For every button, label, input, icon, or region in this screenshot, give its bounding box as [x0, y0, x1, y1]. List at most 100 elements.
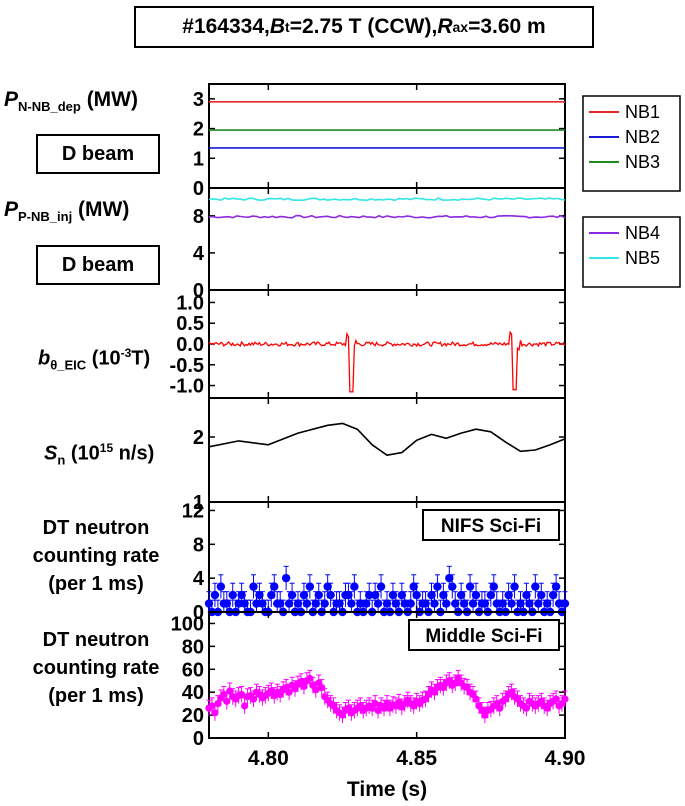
panel-frame-p_nnb [208, 83, 566, 189]
data-point [445, 573, 454, 583]
data-point [220, 690, 228, 699]
data-point [362, 599, 371, 608]
ytick-label-b_theta: 1.0 [176, 292, 204, 314]
data-point [311, 599, 320, 608]
data-point [551, 582, 561, 591]
series-line-NB5 [208, 197, 566, 202]
data-point [496, 704, 504, 712]
data-point [249, 582, 258, 591]
annotation-label-nifs: NIFS Sci-Fi [441, 516, 541, 537]
data-point [548, 590, 558, 600]
ytick-label-middle: 40 [182, 682, 204, 704]
ytick-label-b_theta: -1.0 [170, 376, 204, 398]
legend-label-NB2: NB2 [625, 127, 660, 147]
data-point [468, 599, 478, 608]
panel-middle [205, 611, 569, 739]
data-point [543, 599, 552, 608]
data-point [472, 695, 480, 703]
data-point [510, 582, 519, 591]
panel-b_theta [208, 289, 566, 399]
data-point [335, 599, 344, 608]
data-point [448, 582, 457, 591]
data-point [323, 582, 332, 591]
data-point [439, 590, 448, 600]
ytick-label-b_theta: 0.0 [176, 334, 204, 356]
xtick-label: 4.90 [545, 747, 586, 770]
data-point [314, 590, 323, 600]
data-point [320, 599, 329, 608]
data-point [267, 590, 276, 600]
ytick-label-p_nnb: 1 [193, 148, 204, 170]
data-point [258, 599, 267, 608]
data-point [456, 590, 466, 600]
ytick-label-middle: 20 [182, 705, 204, 727]
data-point [471, 590, 481, 600]
data-point [249, 695, 258, 703]
ytick-label-nifs: 0 [193, 602, 204, 624]
data-point [214, 700, 222, 708]
ytick-label-p_pnb: 4 [193, 243, 205, 265]
ytick-label-p_pnb: 8 [193, 206, 204, 228]
data-point [365, 590, 374, 600]
data-point [459, 599, 469, 608]
data-point [240, 599, 249, 608]
legend-label-NB4: NB4 [625, 223, 660, 243]
data-point [237, 590, 246, 600]
data-point [204, 599, 214, 608]
data-point [430, 599, 439, 608]
ylabel-dt-nifs: DT neutron counting rate (per 1 ms) [32, 517, 160, 595]
ytick-label-p_nnb: 2 [193, 119, 204, 141]
data-point [433, 582, 442, 591]
ytick-label-middle: 60 [182, 659, 204, 681]
data-point [412, 590, 421, 600]
data-point [537, 590, 546, 600]
xtick-label: 4.85 [396, 747, 437, 770]
ytick-label-sn: 2 [193, 427, 204, 449]
ylabel-b-theta: bθ_EIC (10-3T) [38, 346, 151, 373]
data-point [208, 702, 216, 710]
panel-p_nnb [208, 83, 566, 189]
beam-box-p-nnb: D beam [36, 134, 160, 174]
data-point [300, 682, 308, 691]
data-point [302, 599, 312, 608]
data-point [299, 590, 309, 600]
legend-label-NB1: NB1 [625, 102, 660, 122]
legend-label-NB3: NB3 [625, 152, 660, 172]
ytick-label-nifs: 8 [193, 534, 204, 556]
annotation-box-middle [408, 619, 560, 651]
data-point [344, 590, 353, 600]
data-point [531, 582, 540, 591]
data-point [373, 599, 383, 608]
data-point [504, 590, 513, 600]
data-point [376, 582, 386, 591]
data-point [281, 573, 291, 583]
beam-box-p-pnb: D beam [36, 245, 160, 285]
panel-p_pnb [208, 187, 566, 291]
data-point [507, 599, 516, 608]
data-point [522, 704, 531, 712]
data-point [554, 599, 564, 608]
data-point [498, 599, 507, 608]
series-line-b-theta [208, 330, 566, 393]
data-point [306, 674, 314, 683]
ytick-label-middle: 0 [193, 728, 204, 750]
x-axis-title: Time (s) [347, 778, 427, 801]
data-point [347, 599, 356, 608]
xtick-label: 4.80 [248, 747, 289, 770]
series-line-sn [208, 422, 566, 456]
data-point [489, 582, 498, 591]
data-point [350, 582, 359, 591]
ytick-label-p_nnb: 3 [193, 89, 204, 111]
data-point [371, 700, 379, 708]
data-point [486, 590, 496, 600]
data-point [382, 599, 392, 608]
ytick-label-p_pnb: 0 [193, 280, 204, 302]
ytick-label-nifs: 12 [182, 500, 204, 522]
data-point [293, 599, 303, 608]
data-point [560, 599, 570, 608]
data-point [222, 599, 231, 608]
data-point [252, 599, 261, 608]
data-point [492, 599, 501, 608]
data-point [451, 599, 460, 608]
